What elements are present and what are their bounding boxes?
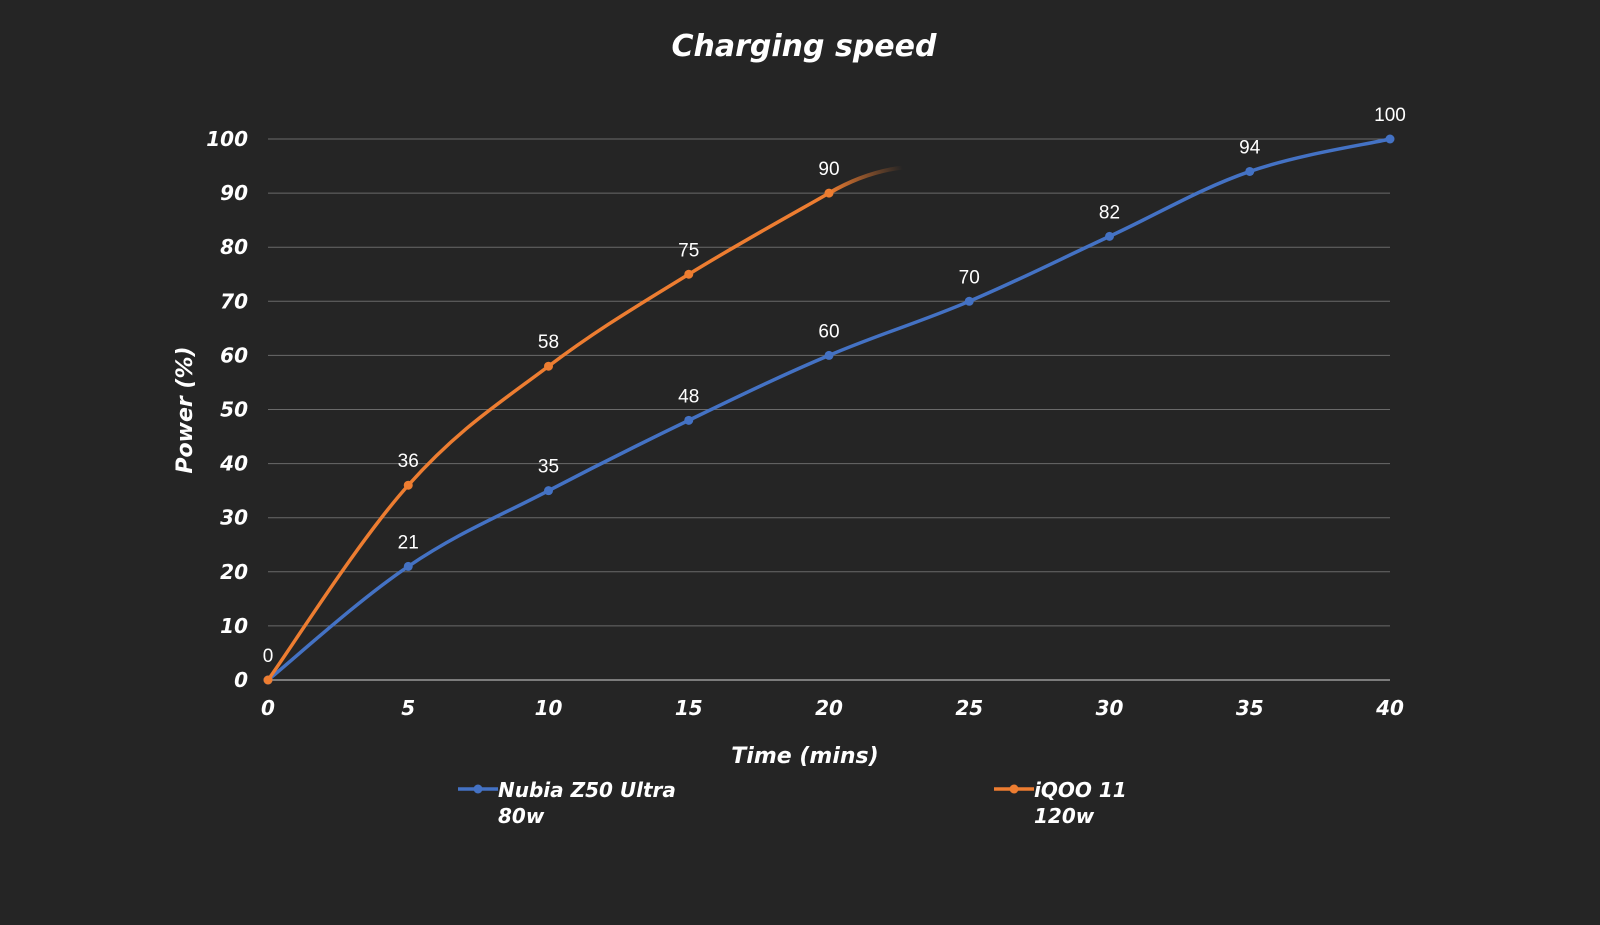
- chart-title: Charging speed: [672, 29, 937, 64]
- x-tick-label: 0: [261, 696, 275, 720]
- data-point: [824, 188, 834, 198]
- x-axis-title: Time (mins): [731, 744, 878, 769]
- legend-label: 120w: [1034, 804, 1095, 828]
- data-point: [964, 296, 974, 306]
- x-tick-label: 25: [955, 696, 983, 720]
- data-point: [544, 486, 553, 496]
- legend-label: 80w: [498, 804, 545, 828]
- data-point: [1105, 231, 1114, 241]
- data-label: 82: [1099, 202, 1120, 223]
- x-tick-label: 35: [1236, 696, 1264, 720]
- x-tick-label: 40: [1375, 696, 1404, 720]
- data-point: [263, 675, 273, 685]
- y-tick-label: 10: [220, 614, 248, 638]
- data-point: [403, 561, 413, 571]
- data-point: [403, 480, 413, 490]
- series-line: [266, 191, 831, 682]
- y-axis: 0 10 20 30 40 50 60 70 80 90 100: [206, 127, 248, 692]
- legend-label: iQOO 11: [1034, 778, 1127, 802]
- series-group: [263, 134, 1395, 685]
- data-label: 58: [538, 332, 559, 353]
- y-axis-title: Power (%): [173, 346, 198, 473]
- y-tick-label: 80: [220, 235, 248, 259]
- legend-swatch-marker: [473, 784, 483, 794]
- y-tick-label: 100: [206, 127, 248, 151]
- series-fade-tail: [827, 165, 905, 196]
- y-tick-label: 60: [220, 343, 248, 367]
- data-point: [684, 415, 694, 425]
- data-label: 70: [959, 267, 980, 288]
- data-label: 21: [398, 532, 419, 553]
- data-point: [1385, 134, 1395, 144]
- x-tick-label: 30: [1096, 696, 1124, 720]
- data-labels: 21 35 48 60 70 82 94 100 0 36 58 75 90: [263, 105, 1406, 667]
- data-label: 100: [1374, 105, 1406, 126]
- data-label: 75: [678, 240, 699, 261]
- data-point: [1245, 166, 1255, 176]
- legend-swatch-marker: [1009, 784, 1019, 794]
- data-label: 35: [538, 457, 559, 478]
- data-label: 60: [818, 321, 839, 342]
- x-tick-label: 10: [535, 696, 563, 720]
- data-label: 48: [678, 386, 699, 407]
- data-point: [684, 269, 694, 279]
- y-tick-label: 20: [220, 560, 248, 584]
- grid: [268, 138, 1390, 681]
- x-tick-label: 20: [815, 696, 843, 720]
- data-label: 90: [818, 159, 839, 180]
- data-point: [824, 350, 834, 360]
- y-tick-label: 50: [220, 398, 248, 422]
- y-tick-label: 0: [234, 668, 248, 692]
- y-tick-label: 40: [219, 452, 248, 476]
- data-point: [544, 361, 553, 371]
- x-tick-label: 15: [675, 696, 703, 720]
- x-axis: 0 5 10 15 20 25 30 35 40: [261, 696, 1404, 720]
- data-label: 0: [263, 646, 274, 667]
- y-tick-label: 70: [220, 289, 248, 313]
- data-label: 36: [398, 451, 419, 472]
- y-tick-label: 90: [220, 181, 248, 205]
- x-tick-label: 5: [401, 696, 415, 720]
- y-tick-label: 30: [220, 506, 248, 530]
- legend-label: Nubia Z50 Ultra: [498, 778, 676, 802]
- data-label: 94: [1239, 137, 1261, 158]
